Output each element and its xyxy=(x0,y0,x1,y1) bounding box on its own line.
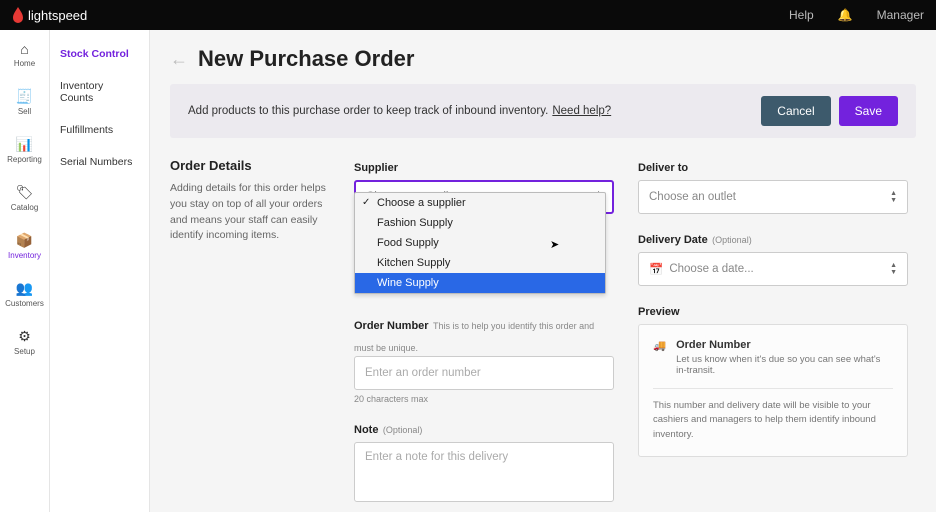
deliver-to-label: Deliver to xyxy=(638,162,688,174)
supplier-label: Supplier xyxy=(354,162,398,174)
preview-order-sub: Let us know when it's due so you can see… xyxy=(676,354,893,376)
subnav-inventory-counts[interactable]: Inventory Counts xyxy=(50,70,149,114)
dropdown-option[interactable]: Choose a supplier xyxy=(355,193,605,213)
info-text: Add products to this purchase order to k… xyxy=(188,105,548,117)
nav-reporting[interactable]: 📊Reporting xyxy=(0,126,49,174)
note-textarea[interactable] xyxy=(354,442,614,502)
delivery-date-input[interactable]: 📅 Choose a date... ▲▼ xyxy=(638,252,908,286)
help-link[interactable]: Help xyxy=(789,8,814,22)
dropdown-option[interactable]: Food Supply xyxy=(355,233,605,253)
preview-panel: 🚚 Order Number Let us know when it's due… xyxy=(638,324,908,457)
preview-label: Preview xyxy=(638,306,680,318)
divider xyxy=(653,388,893,389)
chevron-updown-icon: ▲▼ xyxy=(890,190,897,204)
delivery-date-hint: (Optional) xyxy=(712,235,752,245)
nav-sell[interactable]: 🧾Sell xyxy=(0,78,49,126)
subnav-serial-numbers[interactable]: Serial Numbers xyxy=(50,146,149,178)
logo[interactable]: lightspeed xyxy=(12,7,87,23)
primary-nav: ⌂Home 🧾Sell 📊Reporting 🏷Catalog 📦Invento… xyxy=(0,30,50,512)
order-number-label: Order Number xyxy=(354,320,429,332)
order-number-input[interactable] xyxy=(354,356,614,390)
reporting-icon: 📊 xyxy=(17,137,33,153)
dropdown-option[interactable]: Kitchen Supply xyxy=(355,253,605,273)
info-bar: Add products to this purchase order to k… xyxy=(170,84,916,138)
page-title: New Purchase Order xyxy=(198,46,414,72)
back-arrow-icon[interactable]: ← xyxy=(170,49,188,70)
brand-name: lightspeed xyxy=(28,8,87,23)
dropdown-option[interactable]: Fashion Supply xyxy=(355,213,605,233)
nav-catalog[interactable]: 🏷Catalog xyxy=(0,174,49,222)
nav-home[interactable]: ⌂Home xyxy=(0,30,49,78)
dropdown-option[interactable]: Wine Supply xyxy=(355,273,605,293)
preview-note: This number and delivery date will be vi… xyxy=(653,399,893,442)
home-icon: ⌂ xyxy=(17,41,33,57)
flame-icon xyxy=(12,7,24,23)
catalog-icon: 🏷 xyxy=(17,185,33,201)
nav-inventory[interactable]: 📦Inventory xyxy=(0,222,49,270)
delivery-date-label: Delivery Date xyxy=(638,234,708,246)
nav-setup[interactable]: ⚙Setup xyxy=(0,318,49,366)
subnav-stock-control[interactable]: Stock Control xyxy=(50,38,149,70)
subnav-fulfillments[interactable]: Fulfillments xyxy=(50,114,149,146)
setup-icon: ⚙ xyxy=(17,329,33,345)
char-limit: 20 characters max xyxy=(354,394,614,404)
inventory-icon: 📦 xyxy=(17,233,33,249)
chevron-updown-icon: ▲▼ xyxy=(890,262,897,276)
help-link[interactable]: Need help? xyxy=(552,105,611,117)
user-menu[interactable]: Manager xyxy=(877,8,924,22)
customers-icon: 👥 xyxy=(17,281,33,297)
supplier-dropdown: Choose a supplier Fashion Supply Food Su… xyxy=(354,192,606,294)
save-button[interactable]: Save xyxy=(839,96,898,126)
section-description: Adding details for this order helps you … xyxy=(170,181,330,244)
note-hint: (Optional) xyxy=(383,425,423,435)
deliver-to-select[interactable]: Choose an outlet ▲▼ xyxy=(638,180,908,214)
notifications-icon[interactable]: 🔔 xyxy=(838,8,853,22)
section-title: Order Details xyxy=(170,158,330,173)
secondary-nav: Stock Control Inventory Counts Fulfillme… xyxy=(50,30,150,512)
preview-order-number: Order Number xyxy=(676,339,893,351)
calendar-icon: 📅 xyxy=(649,262,663,276)
cancel-button[interactable]: Cancel xyxy=(761,96,830,126)
content-area: ← New Purchase Order Add products to thi… xyxy=(150,30,936,512)
nav-customers[interactable]: 👥Customers xyxy=(0,270,49,318)
note-label: Note xyxy=(354,424,378,436)
sell-icon: 🧾 xyxy=(17,89,33,105)
topbar: lightspeed Help 🔔 Manager xyxy=(0,0,936,30)
truck-icon: 🚚 xyxy=(653,339,666,376)
